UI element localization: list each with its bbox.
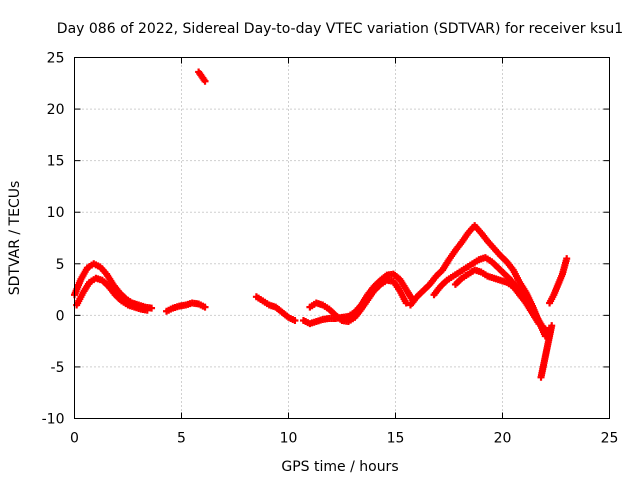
y-tick-label: 0 <box>56 308 65 324</box>
y-tick-label: 15 <box>47 154 65 170</box>
y-tick-label: 10 <box>47 205 65 221</box>
data-point <box>563 255 571 263</box>
x-tick-label: 20 <box>494 431 512 447</box>
x-tick-label: 15 <box>387 431 405 447</box>
x-tick-label: 25 <box>601 431 619 447</box>
data-point <box>291 317 299 325</box>
x-axis-label: GPS time / hours <box>281 459 398 475</box>
data-point <box>201 303 209 311</box>
y-tick-label: -10 <box>42 412 65 428</box>
data-point <box>535 320 543 328</box>
gridlines <box>74 57 610 419</box>
data-point <box>148 304 156 312</box>
y-axis-label: SDTVAR / TECUs <box>7 181 23 296</box>
data-points <box>71 68 571 381</box>
y-tick-label: 5 <box>56 257 65 273</box>
x-tick-label: 5 <box>177 431 186 447</box>
data-point <box>143 306 151 314</box>
chart-title: Day 086 of 2022, Sidereal Day-to-day VTE… <box>57 21 623 37</box>
y-tick-label: -5 <box>51 360 65 376</box>
data-point <box>548 322 556 330</box>
y-tick-label: 20 <box>47 102 65 118</box>
data-point <box>201 77 209 85</box>
x-tick-label: 0 <box>70 431 79 447</box>
plot-frame <box>74 57 610 419</box>
x-tick-label: 10 <box>280 431 298 447</box>
axis-ticks: 0 5 10 15 20 25 -10 -5 0 5 10 15 20 25 <box>42 51 619 447</box>
y-tick-label: 25 <box>47 51 65 67</box>
